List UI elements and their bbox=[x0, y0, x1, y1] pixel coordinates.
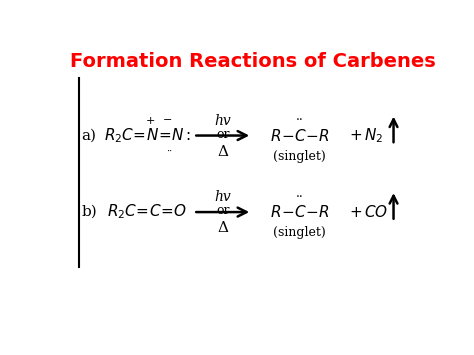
Text: (singlet): (singlet) bbox=[273, 226, 326, 239]
Text: or: or bbox=[216, 128, 229, 141]
Text: b): b) bbox=[82, 205, 97, 219]
Text: Formation Reactions of Carbenes: Formation Reactions of Carbenes bbox=[70, 52, 436, 71]
Text: ··: ·· bbox=[296, 191, 304, 203]
Text: $+\,N_2$: $+\,N_2$ bbox=[349, 126, 384, 145]
Text: a): a) bbox=[82, 129, 96, 143]
Text: Δ: Δ bbox=[217, 145, 228, 159]
Text: or: or bbox=[216, 204, 229, 217]
Text: Δ: Δ bbox=[217, 222, 228, 235]
Text: (singlet): (singlet) bbox=[273, 149, 326, 163]
Text: $R\!-\!C\!-\!R$: $R\!-\!C\!-\!R$ bbox=[270, 127, 330, 143]
Text: ··: ·· bbox=[165, 147, 172, 156]
Text: hv: hv bbox=[214, 190, 231, 204]
Text: ··: ·· bbox=[296, 114, 304, 127]
Text: +: + bbox=[146, 115, 155, 126]
Text: $R_2C\!=\!N\!=\!N:$: $R_2C\!=\!N\!=\!N:$ bbox=[104, 126, 191, 145]
Text: hv: hv bbox=[214, 114, 231, 127]
Text: $R_2C\!=\!C\!=\!O$: $R_2C\!=\!C\!=\!O$ bbox=[108, 203, 187, 222]
Text: −: − bbox=[163, 115, 173, 126]
Text: $+\,CO$: $+\,CO$ bbox=[349, 204, 389, 220]
Text: $R\!-\!C\!-\!R$: $R\!-\!C\!-\!R$ bbox=[270, 204, 330, 220]
